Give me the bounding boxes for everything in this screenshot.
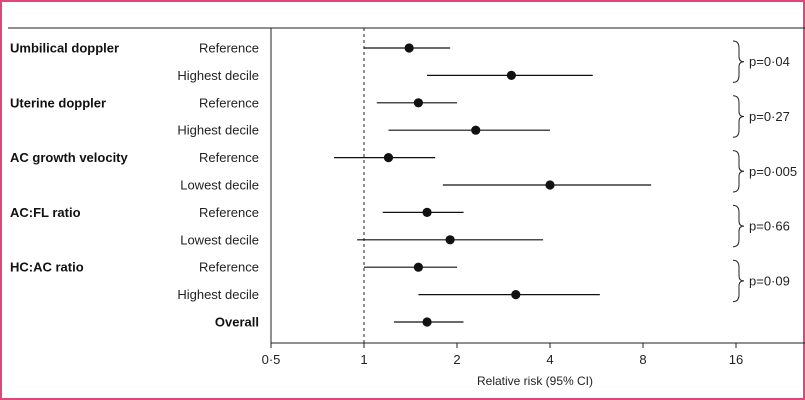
row-label: Reference (199, 150, 259, 165)
x-axis-title: Relative risk (95% CI) (477, 374, 593, 388)
row-group-label: Umbilical doppler (10, 41, 119, 56)
point-estimate (413, 98, 424, 108)
point-estimate (422, 317, 432, 327)
point-estimate (471, 125, 481, 135)
p-value-label: p=0·09 (749, 273, 790, 288)
x-tick-label: 4 (546, 352, 553, 367)
x-tick-label: 0·5 (262, 352, 281, 367)
row-label: Highest decile (177, 123, 259, 138)
row-label: Reference (199, 205, 259, 220)
x-tick-label: 8 (639, 352, 646, 367)
row-label: Highest decile (177, 287, 259, 302)
row-label: Reference (199, 41, 259, 56)
p-value-brace (732, 150, 745, 193)
x-tick-label: 16 (729, 352, 743, 367)
row-label: Reference (199, 95, 259, 110)
row-group-label: AC:FL ratio (10, 205, 81, 220)
point-estimate (445, 235, 455, 245)
point-estimate (506, 70, 517, 80)
p-value-brace (732, 40, 745, 83)
row-label: Overall (215, 315, 259, 330)
row-label: Lowest decile (180, 178, 259, 193)
point-estimate (404, 43, 414, 53)
p-value-label: p=0·04 (749, 54, 790, 69)
p-value-brace (732, 204, 745, 248)
point-estimate (422, 207, 432, 217)
row-group-label: Uterine doppler (10, 95, 106, 110)
point-estimate (511, 290, 521, 300)
row-group-label: HC:AC ratio (10, 260, 84, 275)
row-group-label: AC growth velocity (10, 150, 129, 165)
p-value-label: p=0·27 (749, 109, 790, 124)
row-label: Highest decile (177, 68, 259, 83)
row-label: Lowest decile (180, 232, 259, 247)
p-value-label: p=0·005 (749, 164, 797, 179)
x-tick-label: 1 (360, 352, 367, 367)
point-estimate (383, 153, 394, 163)
point-estimate (545, 180, 555, 190)
x-tick-label: 2 (453, 352, 460, 367)
row-label: Reference (199, 260, 259, 275)
p-value-label: p=0·66 (749, 219, 790, 234)
point-estimate (413, 262, 424, 272)
p-value-brace (732, 95, 745, 138)
p-value-brace (732, 259, 745, 303)
